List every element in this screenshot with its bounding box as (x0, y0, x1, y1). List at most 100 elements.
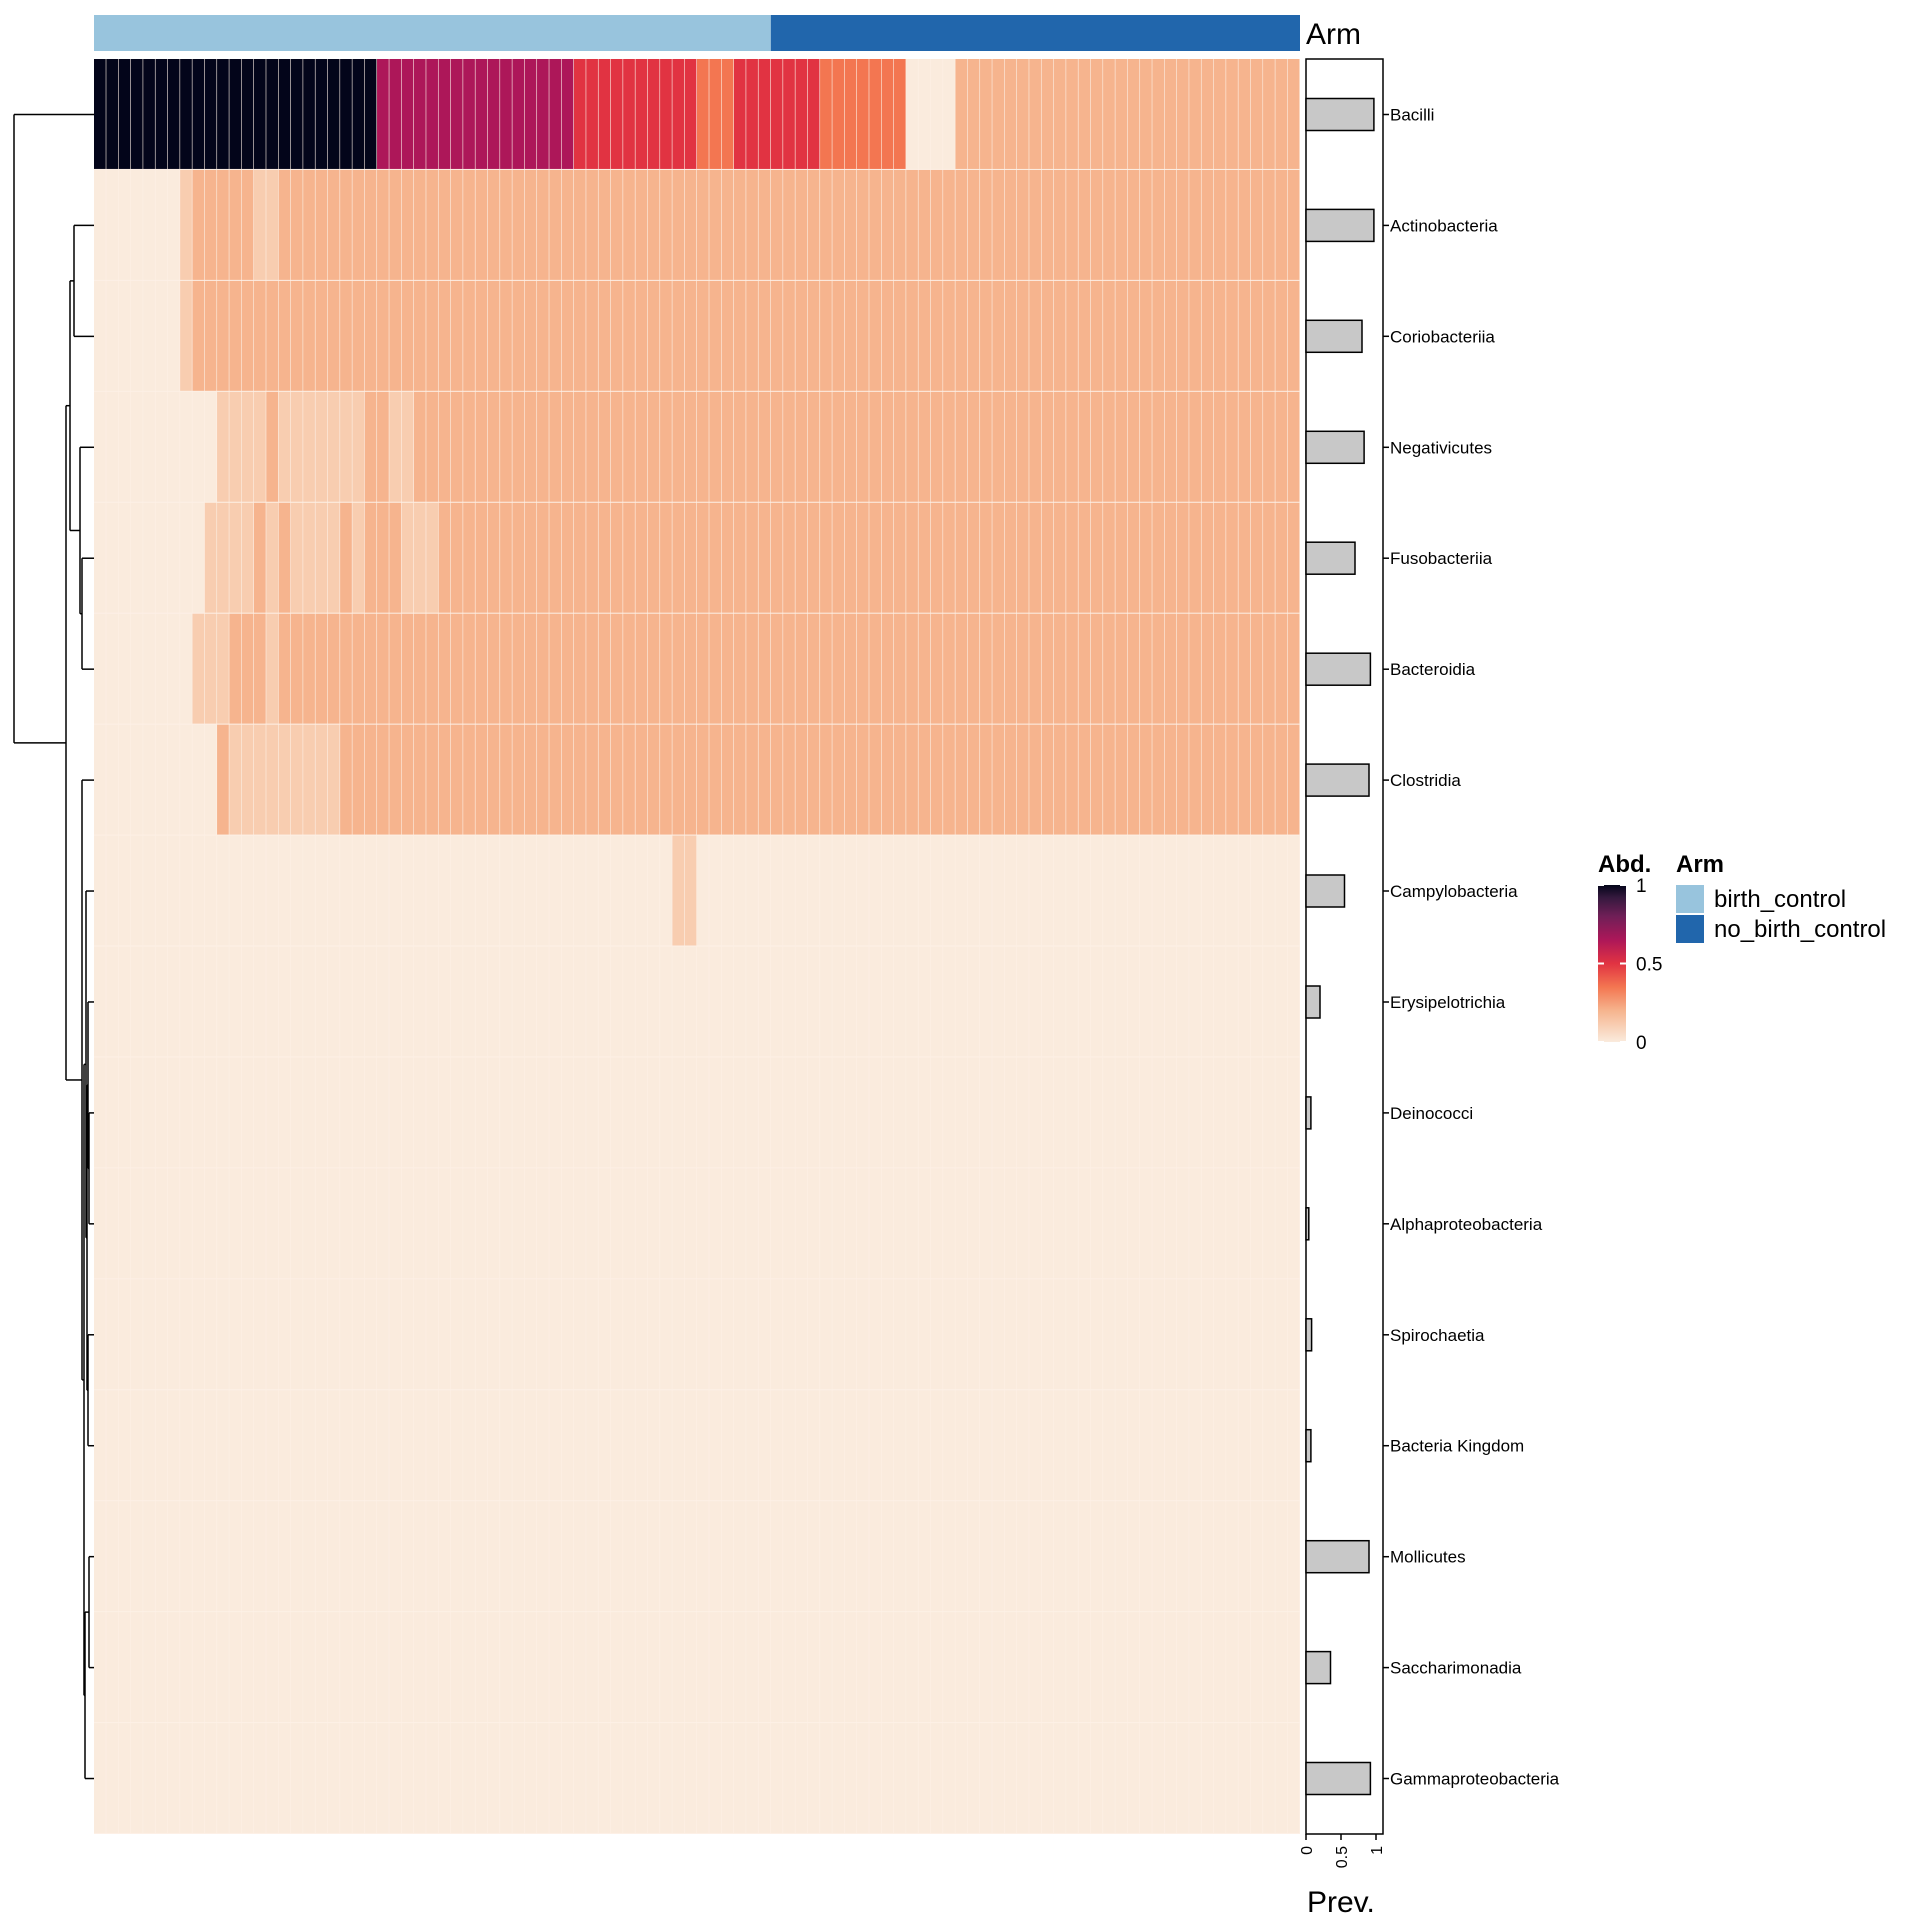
heatmap-cell (1066, 1612, 1078, 1723)
heatmap-cell (1176, 502, 1189, 613)
heatmap-cell (1115, 1279, 1128, 1390)
heatmap-cell (1053, 169, 1066, 280)
heatmap-cell (1029, 835, 1041, 946)
heatmap-cell (647, 1501, 660, 1612)
heatmap-cell (807, 1723, 820, 1833)
heatmap-cell (94, 280, 106, 391)
heatmap-cell (401, 946, 414, 1057)
heatmap-cell (1226, 946, 1238, 1057)
heatmap-cell (1090, 169, 1103, 280)
heatmap-cell (1016, 391, 1029, 502)
heatmap-cell (463, 391, 475, 502)
heatmap-cell (684, 1279, 697, 1390)
heatmap-cell (487, 169, 500, 280)
heatmap-cell (315, 613, 328, 724)
heatmap-cell (918, 280, 931, 391)
heatmap-cell (573, 835, 586, 946)
heatmap-cell (770, 59, 783, 169)
heatmap-cell (943, 1057, 955, 1168)
heatmap-cell (524, 1501, 537, 1612)
heatmap-cell (1226, 391, 1238, 502)
heatmap-cell (315, 946, 328, 1057)
heatmap-cell (918, 1501, 931, 1612)
heatmap-cell (586, 280, 598, 391)
heatmap-cell (130, 613, 143, 724)
heatmap-cell (1127, 1501, 1140, 1612)
heatmap-cell (1016, 1501, 1029, 1612)
heatmap-cell (340, 946, 352, 1057)
heatmap-cell (1053, 835, 1066, 946)
heatmap-cell (204, 613, 217, 724)
heatmap-cell (290, 1612, 303, 1723)
heatmap-cell (487, 1723, 500, 1833)
heatmap-cell (733, 1279, 746, 1390)
heatmap-cell (253, 1390, 266, 1501)
heatmap-cell (573, 1501, 586, 1612)
heatmap-cell (524, 280, 537, 391)
heatmap-cell (647, 1057, 660, 1168)
heatmap-cell (918, 502, 931, 613)
heatmap-cell (1287, 1723, 1300, 1833)
heatmap-cell (327, 1279, 340, 1390)
heatmap-cell (364, 946, 377, 1057)
heatmap-cell (1164, 391, 1177, 502)
heatmap-cell (487, 1168, 500, 1279)
heatmap-cell (1103, 613, 1115, 724)
heatmap-cell (352, 59, 365, 169)
heatmap-cell (303, 1279, 315, 1390)
heatmap-cell (955, 1279, 968, 1390)
heatmap-cell (180, 1279, 192, 1390)
heatmap-cell (967, 613, 980, 724)
heatmap-cell (512, 1057, 525, 1168)
heatmap-cell (623, 391, 635, 502)
row-label: Coriobacteriia (1390, 327, 1495, 346)
heatmap-cell (94, 59, 106, 169)
heatmap-cell (500, 946, 512, 1057)
heatmap-cell (204, 946, 217, 1057)
heatmap-cell (1250, 1612, 1263, 1723)
heatmap-cell (697, 1279, 709, 1390)
heatmap-cell (869, 1279, 881, 1390)
heatmap-cell (610, 1501, 623, 1612)
heatmap-cell (94, 1612, 106, 1723)
heatmap-cell (290, 502, 303, 613)
heatmap-cell (869, 169, 881, 280)
heatmap-cell (130, 280, 143, 391)
heatmap-cell (721, 1279, 734, 1390)
heatmap-cell (463, 502, 475, 613)
heatmap-cell (1238, 1612, 1251, 1723)
heatmap-cell (1263, 280, 1275, 391)
heatmap-cell (930, 280, 943, 391)
heatmap-cell (537, 835, 549, 946)
heatmap-cell (377, 59, 389, 169)
heatmap-cell (770, 1723, 783, 1833)
heatmap-cell (1238, 280, 1251, 391)
heatmap-cell (1140, 835, 1152, 946)
heatmap-cell (1053, 391, 1066, 502)
heatmap-cell (1115, 1723, 1128, 1833)
heatmap-cell (106, 1723, 119, 1833)
heatmap-cell (672, 1723, 685, 1833)
heatmap-cell (635, 59, 648, 169)
heatmap-cell (1164, 280, 1177, 391)
heatmap-cell (155, 724, 168, 835)
heatmap-cell (229, 502, 242, 613)
heatmap-cell (783, 280, 795, 391)
heatmap-cell (180, 1723, 192, 1833)
heatmap-cell (672, 1057, 685, 1168)
heatmap-cell (278, 169, 291, 280)
heatmap-cell (180, 59, 192, 169)
heatmap-cell (992, 946, 1005, 1057)
heatmap-cell (1029, 391, 1041, 502)
heatmap-cell (733, 1168, 746, 1279)
heatmap-cell (1263, 169, 1275, 280)
heatmap-cell (807, 1612, 820, 1723)
heatmap-cell (770, 391, 783, 502)
heatmap-cell (573, 169, 586, 280)
heatmap-cell (94, 613, 106, 724)
heatmap-cell (389, 1279, 402, 1390)
heatmap-cell (1140, 724, 1152, 835)
heatmap-cell (1127, 946, 1140, 1057)
heatmap-cell (401, 613, 414, 724)
